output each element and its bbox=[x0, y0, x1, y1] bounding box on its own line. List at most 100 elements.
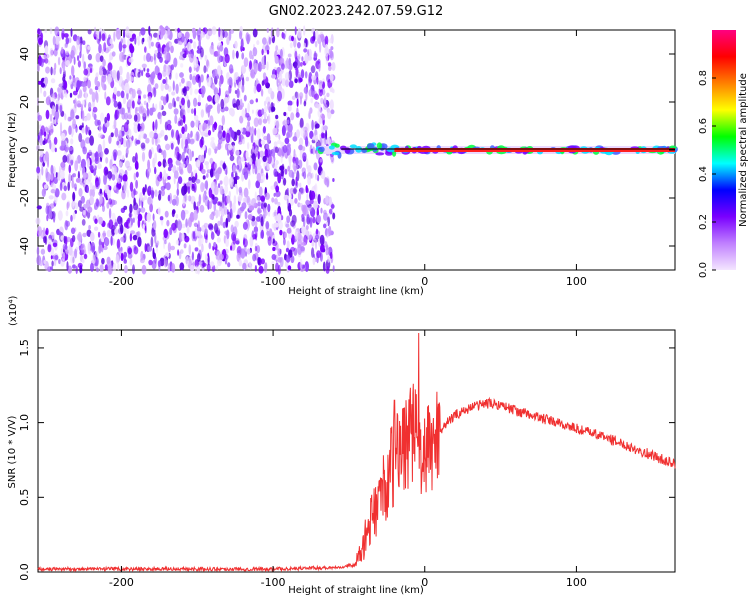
noise-blob bbox=[234, 183, 238, 188]
noise-blob bbox=[317, 174, 320, 182]
noise-blob bbox=[224, 106, 229, 112]
noise-blob bbox=[138, 31, 141, 37]
noise-blob bbox=[200, 31, 205, 38]
noise-blob bbox=[287, 53, 292, 58]
noise-blob bbox=[74, 160, 79, 172]
noise-blob bbox=[267, 154, 272, 165]
noise-blob bbox=[59, 122, 63, 134]
noise-blob bbox=[312, 216, 316, 224]
noise-blob bbox=[181, 77, 185, 84]
noise-blob bbox=[315, 29, 319, 40]
noise-blob bbox=[206, 59, 209, 67]
noise-blob bbox=[173, 57, 178, 68]
noise-blob bbox=[175, 214, 179, 219]
noise-blob bbox=[79, 42, 83, 54]
noise-blob bbox=[97, 119, 101, 126]
colorbar-tick-label: 0.6 bbox=[698, 118, 709, 134]
noise-blob bbox=[197, 101, 201, 107]
noise-blob bbox=[137, 123, 141, 132]
noise-blob bbox=[330, 204, 335, 209]
noise-blob bbox=[175, 239, 179, 245]
snr-y-tick-label: 0.0 bbox=[18, 563, 31, 581]
noise-blob bbox=[174, 114, 178, 125]
noise-blob bbox=[175, 159, 181, 166]
noise-blob bbox=[158, 190, 162, 196]
noise-blob bbox=[223, 175, 229, 187]
noise-blob bbox=[181, 151, 185, 163]
noise-blob bbox=[187, 163, 193, 174]
noise-blob bbox=[40, 85, 43, 94]
noise-blob bbox=[113, 100, 118, 108]
noise-blob bbox=[119, 51, 125, 63]
noise-blob bbox=[232, 144, 235, 153]
noise-blob bbox=[132, 234, 138, 241]
noise-blob bbox=[87, 53, 92, 61]
noise-blob bbox=[265, 143, 270, 150]
noise-blob bbox=[132, 217, 135, 223]
signal-blob bbox=[319, 146, 325, 153]
noise-blob bbox=[303, 171, 307, 180]
spectrogram-noise-region bbox=[35, 25, 336, 275]
noise-blob bbox=[255, 98, 258, 103]
noise-blob bbox=[200, 182, 205, 193]
noise-blob bbox=[187, 185, 191, 194]
noise-blob bbox=[212, 194, 215, 200]
snr-x-tick-label: -100 bbox=[261, 576, 286, 589]
noise-blob bbox=[60, 132, 66, 141]
noise-blob bbox=[60, 169, 65, 180]
noise-blob bbox=[86, 158, 90, 168]
noise-blob bbox=[118, 41, 123, 52]
noise-blob bbox=[191, 75, 197, 85]
noise-blob bbox=[264, 192, 270, 200]
noise-blob bbox=[120, 236, 125, 242]
noise-blob bbox=[85, 137, 91, 144]
noise-blob bbox=[72, 77, 76, 82]
noise-blob bbox=[311, 247, 315, 258]
noise-blob bbox=[218, 183, 221, 189]
noise-blob bbox=[332, 178, 335, 182]
noise-blob bbox=[235, 149, 240, 156]
noise-blob bbox=[143, 195, 148, 201]
noise-blob bbox=[227, 144, 233, 151]
noise-blob bbox=[90, 262, 94, 272]
noise-blob bbox=[162, 149, 167, 160]
noise-blob bbox=[287, 155, 293, 160]
noise-blob bbox=[116, 140, 120, 146]
noise-blob bbox=[248, 157, 253, 165]
noise-blob bbox=[315, 103, 320, 109]
noise-blob bbox=[67, 265, 73, 274]
noise-blob bbox=[201, 168, 206, 175]
noise-blob bbox=[77, 231, 82, 243]
noise-blob bbox=[52, 35, 56, 46]
noise-blob bbox=[44, 29, 47, 34]
noise-blob bbox=[98, 244, 102, 254]
noise-blob bbox=[133, 188, 136, 196]
noise-blob bbox=[72, 211, 76, 220]
noise-blob bbox=[324, 35, 329, 46]
noise-blob bbox=[45, 66, 50, 74]
noise-blob bbox=[306, 214, 310, 223]
noise-blob bbox=[303, 216, 306, 228]
noise-blob bbox=[327, 109, 332, 120]
noise-blob bbox=[65, 60, 71, 66]
noise-blob bbox=[143, 100, 147, 106]
noise-blob bbox=[319, 158, 323, 163]
noise-blob bbox=[320, 97, 324, 105]
noise-blob bbox=[286, 119, 290, 125]
noise-blob bbox=[144, 243, 147, 253]
noise-blob bbox=[244, 211, 248, 220]
noise-blob bbox=[77, 94, 80, 99]
noise-blob bbox=[224, 53, 230, 64]
noise-blob bbox=[286, 215, 291, 224]
noise-blob bbox=[323, 95, 327, 105]
noise-blob bbox=[291, 35, 294, 42]
noise-blob bbox=[42, 140, 46, 145]
noise-blob bbox=[176, 181, 179, 191]
noise-blob bbox=[194, 265, 199, 274]
noise-blob bbox=[112, 149, 118, 158]
noise-blob bbox=[150, 71, 156, 80]
noise-blob bbox=[208, 187, 213, 198]
noise-blob bbox=[62, 155, 68, 163]
noise-blob bbox=[275, 160, 279, 166]
noise-blob bbox=[168, 102, 173, 110]
